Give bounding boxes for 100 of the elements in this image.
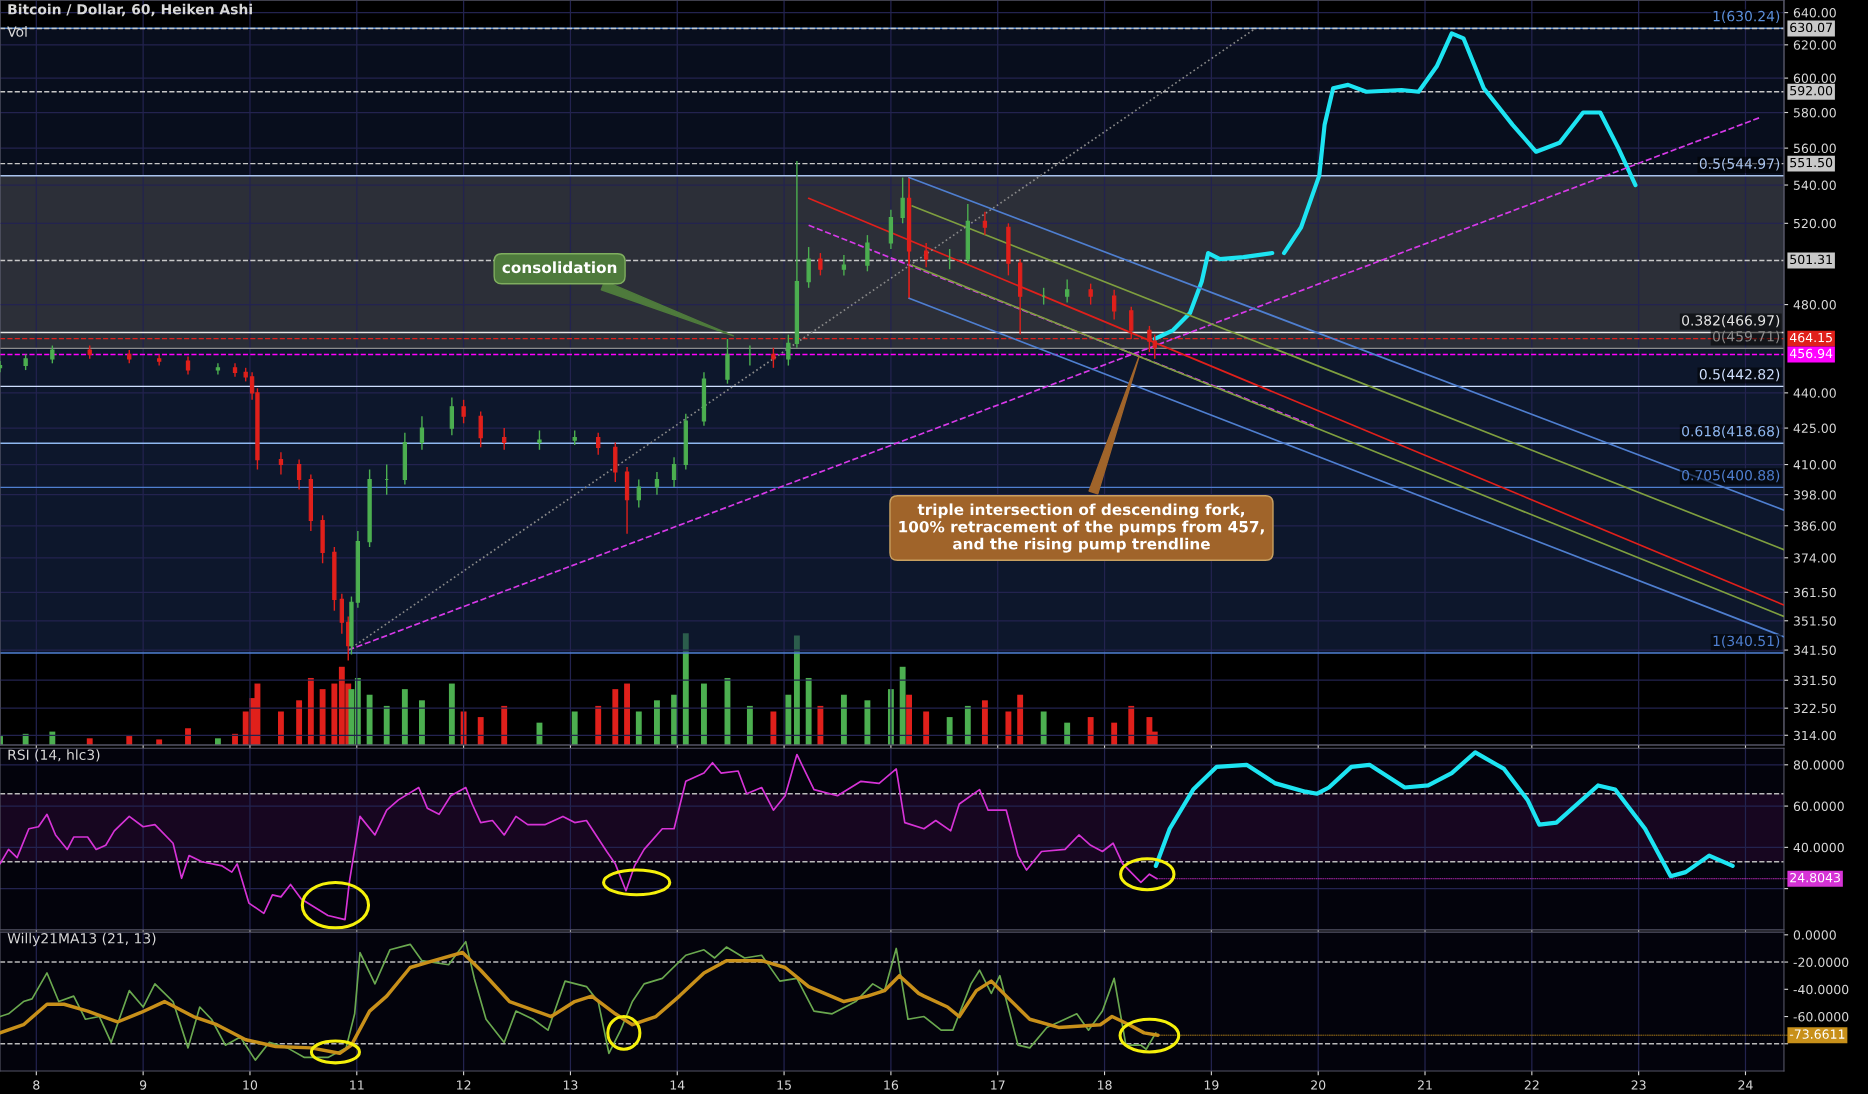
ref-line-label: 456.94 xyxy=(1789,348,1833,359)
ref-line-label: 551.50 xyxy=(1790,157,1833,168)
candlestick xyxy=(636,478,641,509)
bar xyxy=(817,705,824,746)
y-tick-label: 620.00 xyxy=(1793,40,1836,50)
x-tick-label: 13 xyxy=(563,1080,578,1090)
ref-line-label: 592.00 xyxy=(1790,85,1833,96)
bar xyxy=(864,700,871,746)
bar xyxy=(1111,722,1118,746)
x-tick-label: 20 xyxy=(1311,1080,1326,1090)
candlestick xyxy=(1112,289,1117,321)
x-tick-label: 23 xyxy=(1631,1080,1646,1090)
ref-line-label: 0.5(442.82) xyxy=(1699,368,1780,382)
bar xyxy=(746,705,753,746)
ref-line-label: 1(340.51) xyxy=(1713,635,1780,648)
bar xyxy=(770,711,777,746)
bar xyxy=(612,689,619,746)
annotation: 24.8043 xyxy=(1790,872,1840,883)
candlestick xyxy=(449,396,455,436)
y-tick-label: 80.0000 xyxy=(1793,760,1844,770)
bar xyxy=(1005,711,1012,746)
y-tick-label: 40.0000 xyxy=(1793,842,1844,853)
y-tick-label: 361.50 xyxy=(1793,587,1836,598)
annotation: -73.6611 xyxy=(1789,1029,1845,1039)
y-tick-label: 560.00 xyxy=(1793,143,1836,154)
y-tick-label: 314.00 xyxy=(1793,730,1836,741)
x-tick-label: 14 xyxy=(670,1080,685,1090)
x-tick-label: 12 xyxy=(457,1080,471,1090)
ref-line-label: 0.5(544.97) xyxy=(1699,158,1780,171)
y-tick-label: 386.00 xyxy=(1793,521,1836,531)
bar xyxy=(126,736,133,746)
bar xyxy=(682,633,689,746)
chart-title: Bitcoin / Dollar, 60, Heiken Ashi xyxy=(8,3,252,17)
y-tick-label: 0.0000 xyxy=(1793,930,1836,940)
x-tick-label: 21 xyxy=(1417,1080,1432,1090)
bar xyxy=(946,717,953,746)
bar xyxy=(964,705,971,746)
bar xyxy=(331,683,338,746)
y-tick-label: 398.00 xyxy=(1793,490,1836,500)
y-tick-label: 580.00 xyxy=(1793,107,1836,118)
ref-line-label: 0.382(466.97) xyxy=(1682,314,1780,328)
bar xyxy=(319,689,326,746)
bar xyxy=(1087,717,1094,746)
candlestick xyxy=(419,415,425,451)
x-tick-label: 22 xyxy=(1524,1080,1539,1090)
candlestick xyxy=(771,347,776,369)
annotation: consolidation xyxy=(502,261,617,274)
bar xyxy=(214,738,221,746)
candlestick xyxy=(215,362,221,376)
x-tick-label: 18 xyxy=(1097,1080,1112,1090)
candlestick xyxy=(654,471,660,496)
candlestick xyxy=(157,353,162,367)
candlestick xyxy=(806,246,811,289)
candlestick xyxy=(900,176,905,225)
candlestick xyxy=(671,456,677,488)
candlestick xyxy=(982,210,988,236)
y-tick-label: 341.50 xyxy=(1793,645,1836,655)
x-tick-label: 24 xyxy=(1738,1080,1753,1090)
x-tick-label: 8 xyxy=(33,1080,40,1090)
y-tick-label: 331.50 xyxy=(1793,675,1836,686)
y-tick-label: 60.0000 xyxy=(1793,801,1844,812)
chart-title: RSI (14, hlc3) xyxy=(8,749,100,762)
bar xyxy=(635,711,642,746)
ref-line-label: 0.705(400.88) xyxy=(1682,469,1780,483)
candlestick xyxy=(537,429,542,451)
ref-line-label: 464.15 xyxy=(1789,332,1832,343)
bar xyxy=(793,635,800,746)
bar xyxy=(366,694,373,746)
annotation: triple intersection of descending fork, 100% retracement of the pumps from 457, and the rising pump trendline xyxy=(899,503,1264,553)
bar xyxy=(1017,694,1024,746)
candlestick xyxy=(841,254,847,277)
bar xyxy=(401,689,408,746)
x-tick-label: 17 xyxy=(991,1080,1005,1090)
bar xyxy=(86,738,93,746)
bar xyxy=(701,683,707,746)
y-tick-label: 440.00 xyxy=(1793,388,1836,398)
bar xyxy=(448,683,455,746)
y-tick-label: 600.00 xyxy=(1793,73,1836,84)
x-tick-label: 16 xyxy=(884,1080,899,1090)
x-tick-label: 11 xyxy=(350,1080,364,1090)
y-tick-label: 480.00 xyxy=(1793,300,1836,310)
bar xyxy=(1064,722,1071,746)
y-tick-label: 520.00 xyxy=(1793,218,1836,229)
chart-title: Willy21MA13 (21, 13) xyxy=(7,932,156,947)
ref-line-label: 501.31 xyxy=(1790,254,1832,265)
candlestick xyxy=(339,593,344,635)
ref-line-label: 630.07 xyxy=(1790,22,1832,33)
bar xyxy=(296,700,303,746)
line-series xyxy=(1153,750,1735,879)
candlestick xyxy=(461,399,466,425)
bar xyxy=(923,711,930,746)
bar xyxy=(307,677,314,746)
y-tick-label: -60.0000 xyxy=(1793,1012,1849,1022)
y-tick-label: 640.00 xyxy=(1793,8,1836,18)
candlestick xyxy=(786,333,791,367)
bar xyxy=(624,683,630,746)
bar xyxy=(419,700,425,746)
bar xyxy=(899,666,906,746)
bar xyxy=(477,717,484,746)
y-tick-label: 351.50 xyxy=(1793,616,1836,626)
